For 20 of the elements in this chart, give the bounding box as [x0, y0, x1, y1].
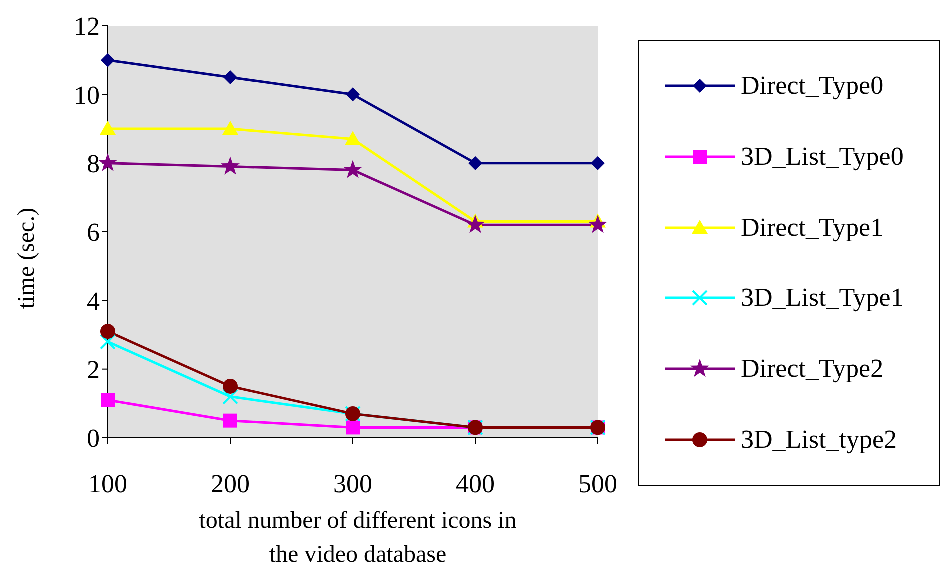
- legend-label: 3D_List_Type0: [741, 142, 904, 172]
- x-tick-label: 400: [456, 469, 495, 498]
- legend-label: Direct_Type0: [741, 71, 884, 102]
- x-axis-title: total number of different icons in the video database: [198, 507, 518, 570]
- y-tick-label: 10: [74, 80, 100, 110]
- y-tick-label: 6: [87, 218, 100, 248]
- y-tick-label: 12: [74, 12, 100, 42]
- y-tick-label: 4: [87, 286, 100, 316]
- x-tick-label: 100: [88, 469, 128, 498]
- legend-label: 3D_List_Type1: [741, 283, 904, 314]
- x-tick-label: 500: [578, 469, 618, 498]
- y-tick-label: 8: [87, 150, 100, 179]
- x-tick-label: 200: [211, 469, 250, 498]
- y-tick-label: 2: [87, 356, 100, 385]
- legend-label: 3D_List_type2: [741, 424, 897, 455]
- legend-label: Direct_Type1: [741, 212, 884, 243]
- y-tick-label: 0: [87, 424, 100, 454]
- x-tick-label: 300: [334, 469, 372, 498]
- y-axis-title: time (sec.): [14, 207, 42, 309]
- legend-label: Direct_Type2: [741, 354, 884, 384]
